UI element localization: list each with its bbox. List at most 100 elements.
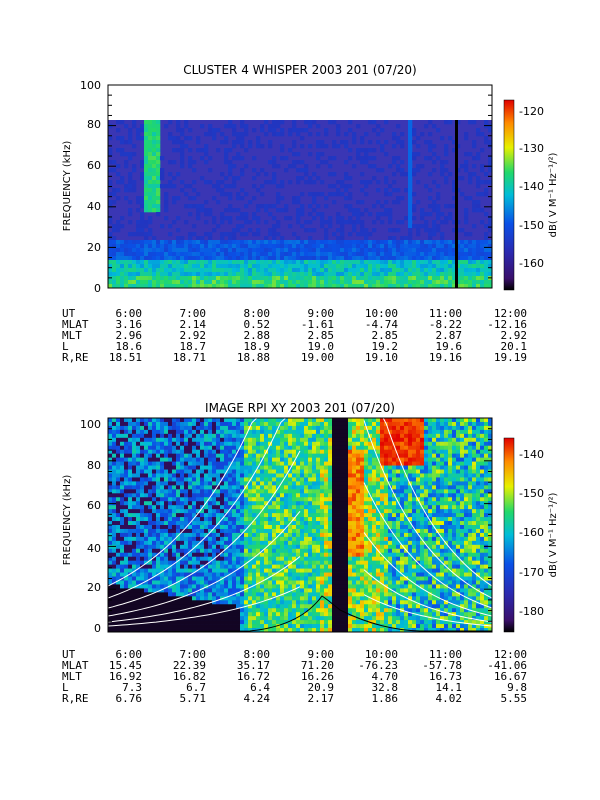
spectrogram-cell [248,272,253,277]
spectrogram-cell [416,268,421,273]
spectrogram-cell [176,457,181,462]
spectrogram-cell [328,272,333,277]
spectrogram-cell [256,544,261,550]
spectrogram-cell [236,176,241,181]
spectrogram-cell [272,544,277,550]
spectrogram-cell [240,536,245,542]
spectrogram-cell [392,248,397,253]
spectrogram-cell [120,272,125,277]
spectrogram-cell [480,192,485,197]
spectrogram-cell [120,441,125,447]
spectrogram-cell [260,592,265,597]
spectrogram-cell [120,580,125,585]
spectrogram-cell [228,184,233,189]
spectrogram-cell [156,208,161,213]
spectrogram-cell [208,477,213,482]
panel-2: IMAGE RPI XY 2003 201 (07/20) 0 20 40 60… [62,401,559,635]
spectrogram-cell [268,588,273,593]
spectrogram-cell [148,453,153,458]
spectrogram-cell [184,473,189,478]
spectrogram-cell [288,276,293,281]
spectrogram-cell [188,240,193,245]
spectrogram-cell [236,260,241,265]
spectrogram-cell [124,461,129,466]
spectrogram-cell [244,280,249,285]
spectrogram-cell [464,152,469,157]
spectrogram-cell [344,244,349,249]
spectrogram-cell [132,568,137,573]
spectrogram-cell [252,256,257,261]
spectrogram-cell [292,588,297,593]
spectrogram-cell [268,536,273,542]
spectrogram-cell [240,248,245,253]
spectrogram-cell [288,224,293,229]
spectrogram-cell [324,260,329,265]
spectrogram-cell [268,461,273,466]
spectrogram-cell [308,421,313,427]
spectrogram-cell [300,489,305,494]
spectrogram-cell [412,156,417,161]
spectrogram-cell [116,280,121,285]
spectrogram-cell [128,628,133,632]
spectrogram-cell [208,473,213,478]
spectrogram-cell [240,232,245,237]
spectrogram-cell [244,164,249,169]
spectrogram-cell [172,572,177,577]
spectrogram-cell [164,620,169,625]
spectrogram-cell [264,513,269,518]
spectrogram-cell [248,528,253,534]
spectrogram-cell [392,276,397,281]
spectrogram-cell [472,224,477,229]
spectrogram-cell [188,513,193,518]
spectrogram-cell [160,244,165,249]
spectrogram-cell [424,264,429,269]
spectrogram-cell [208,505,213,510]
spectrogram-cell [296,588,301,593]
spectrogram-cell [296,469,301,474]
spectrogram-cell [244,576,249,581]
spectrogram-cell [192,429,197,435]
spectrogram-cell [424,240,429,245]
spectrogram-cell [256,584,261,589]
spectrogram-cell [216,256,221,261]
spectrogram-cell [200,256,205,261]
spectrogram-cell [108,453,113,458]
spectrogram-cell [152,156,157,161]
spectrogram-cell [156,160,161,165]
spectrogram-cell [244,505,249,510]
spectrogram-cell [280,421,285,427]
spectrogram-cell [164,564,169,569]
spectrogram-cell [108,556,113,561]
spectrogram-cell [180,164,185,169]
spectrogram-cell [248,481,253,486]
spectrogram-cell [128,429,133,435]
spectrogram-cell [220,624,225,629]
spectrogram-cell [208,180,213,185]
spectrogram-cell [160,608,165,613]
spectrogram-cell [180,532,185,538]
spectrogram-cell [212,604,217,609]
spectrogram-cell [220,232,225,237]
spectrogram-cell [392,256,397,261]
spectrogram-cell [272,461,277,466]
spectrogram-cell [276,248,281,253]
spectrogram-cell [120,604,125,609]
spectrogram-cell [144,540,149,546]
spectrogram-cell [380,148,385,153]
spectrogram-cell [148,489,153,494]
spectrogram-cell [176,276,181,281]
spectrogram-cell [148,560,153,565]
spectrogram-cell [416,276,421,281]
spectrogram-cell [188,248,193,253]
spectrogram-cell [116,188,121,193]
spectrogram-cell [192,180,197,185]
spectrogram-cell [208,485,213,490]
spectrogram-cell [108,457,113,462]
spectrogram-cell [248,445,253,450]
spectrogram-cell [180,564,185,569]
spectrogram-cell [208,244,213,249]
spectrogram-cell [276,556,281,561]
spectrogram-cell [240,525,245,530]
spectrogram-cell [312,248,317,253]
spectrogram-cell [168,517,173,522]
